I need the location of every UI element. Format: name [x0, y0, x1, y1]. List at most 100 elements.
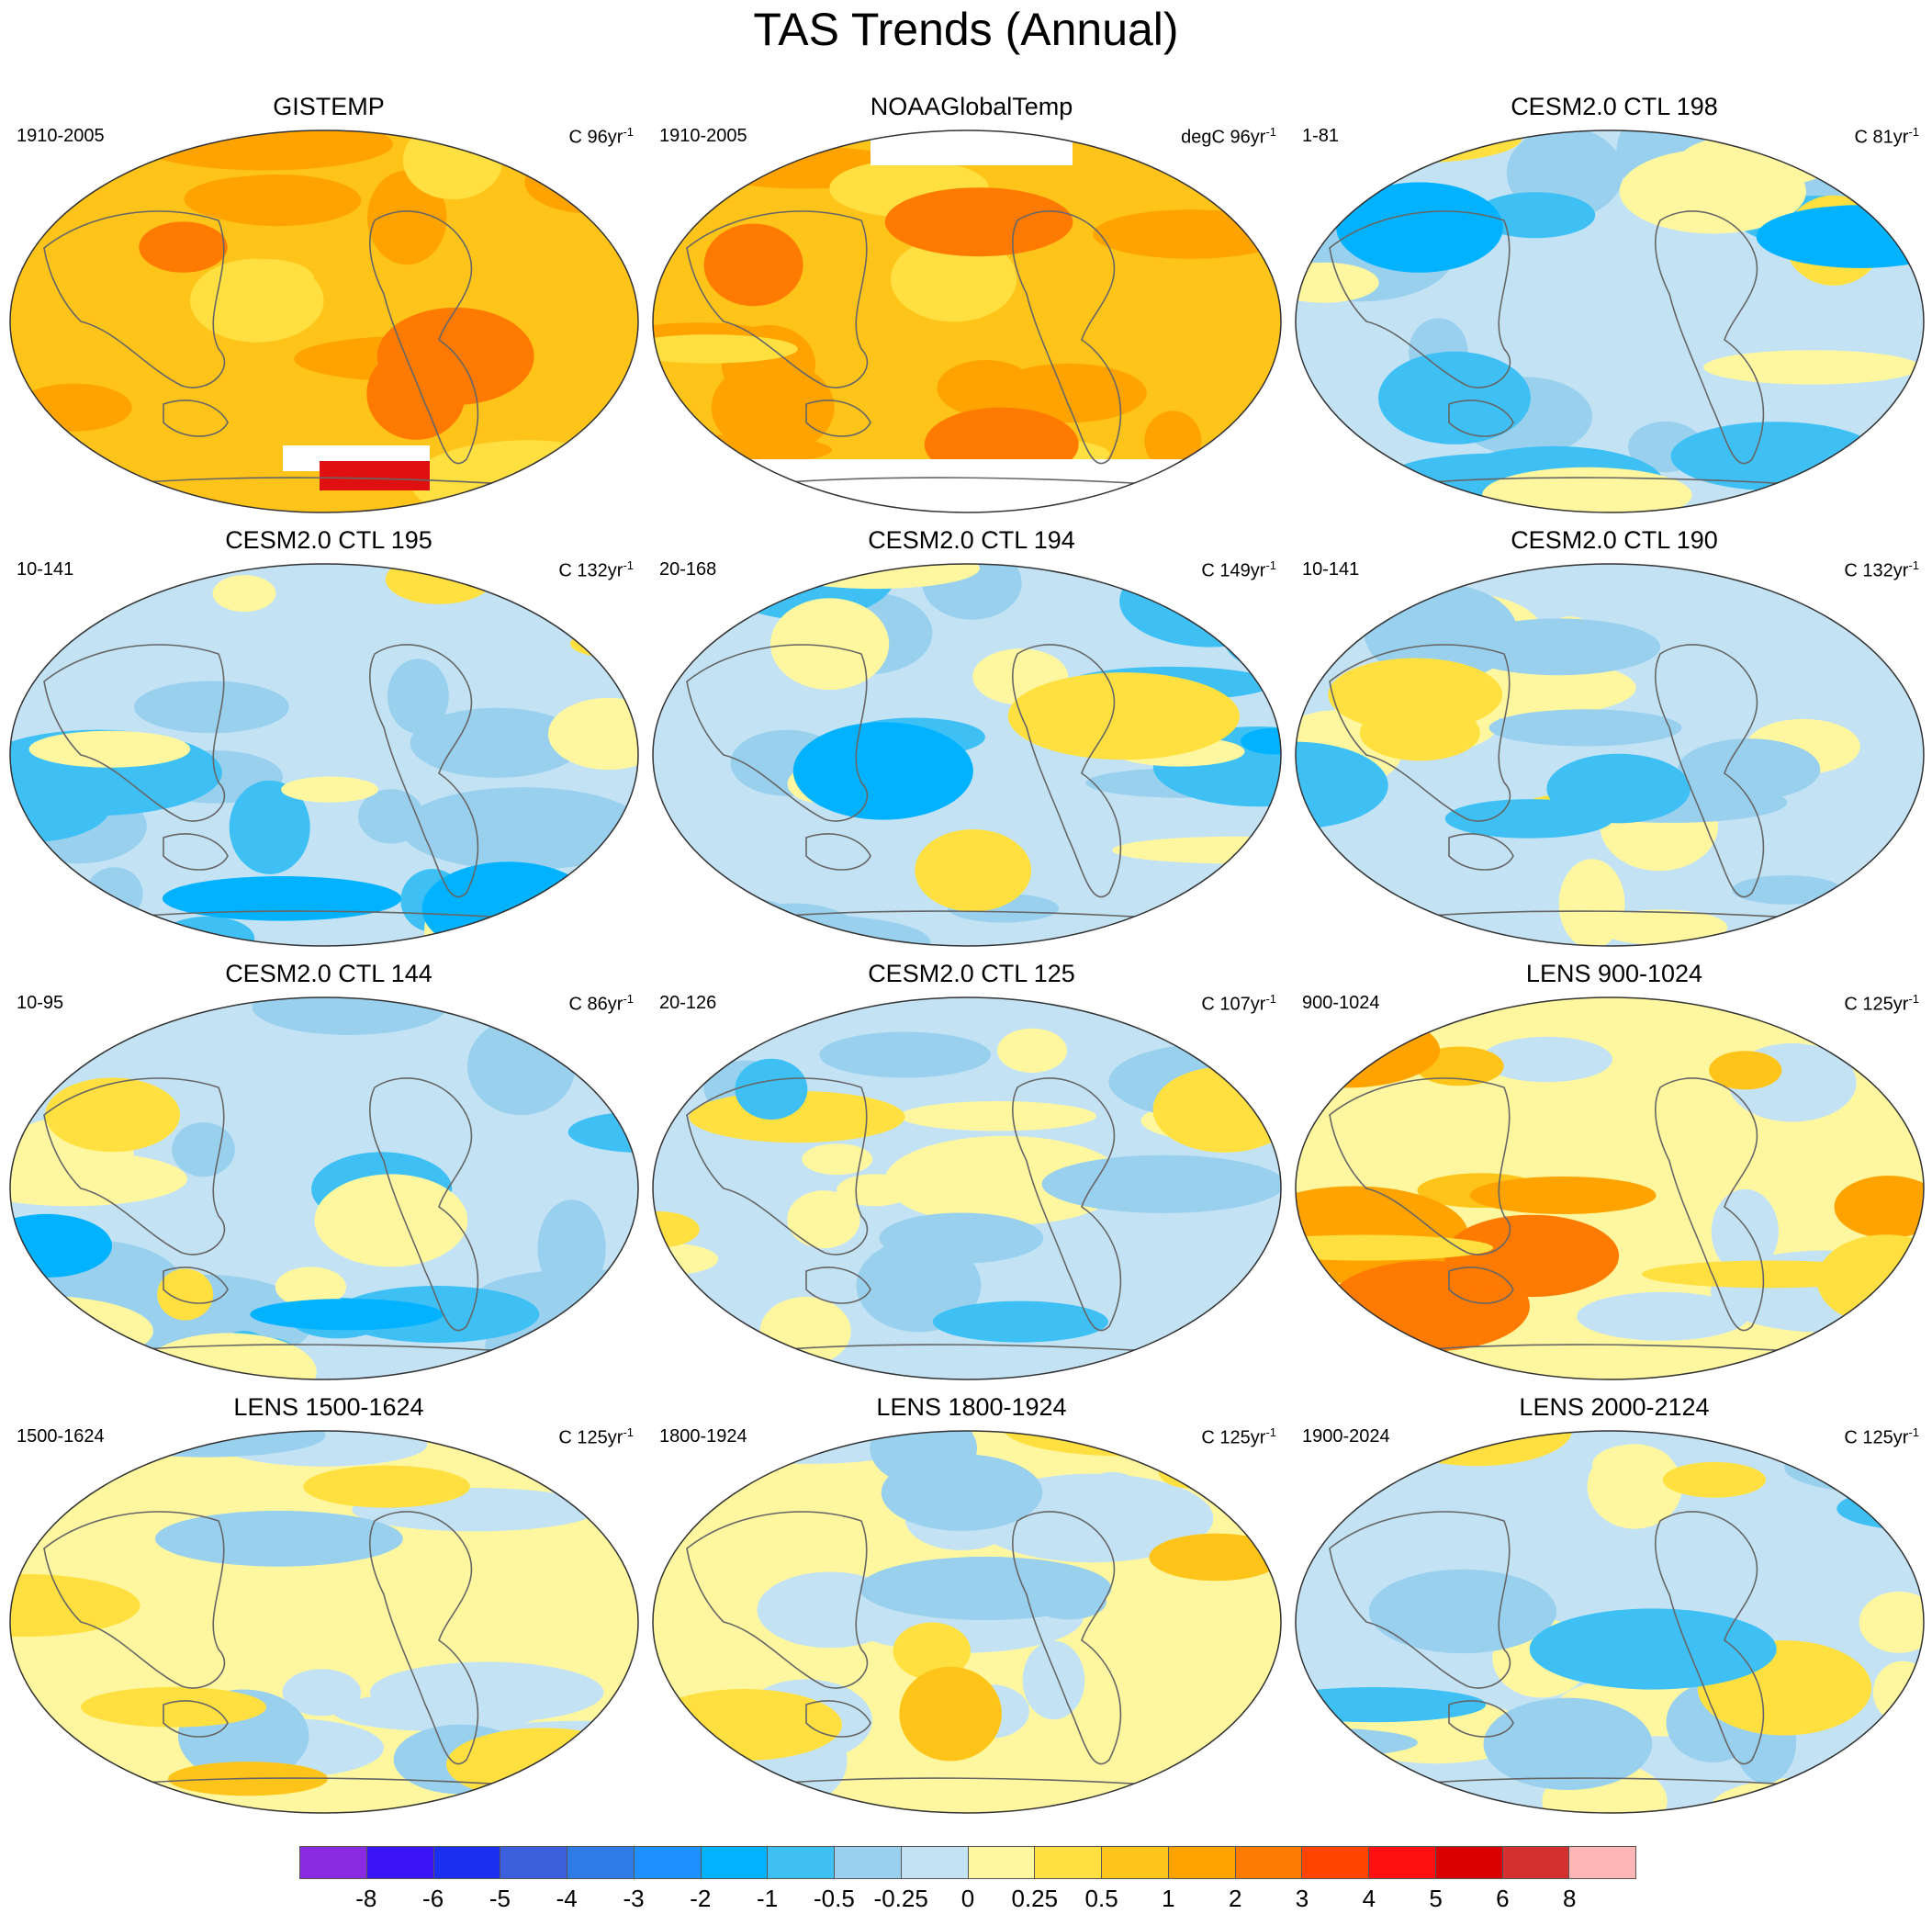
panel-year-range: 20-168 — [659, 559, 717, 580]
colorbar-label: -2 — [690, 1885, 712, 1912]
robinson-map — [650, 129, 1293, 514]
trend-contour — [1859, 1592, 1924, 1653]
colorbar-swatch — [1369, 1847, 1436, 1878]
colorbar-swatch — [1168, 1847, 1236, 1878]
panel-year-range: 10-95 — [17, 993, 64, 1013]
panel-units-text: C 107yr — [1201, 994, 1266, 1015]
panel-units-text: C 81yr — [1854, 127, 1909, 148]
panel-units-text: C 149yr — [1201, 560, 1266, 581]
panel-title: LENS 1500-1624 — [233, 1393, 424, 1421]
coastline — [43, 210, 522, 486]
map-outline — [9, 129, 639, 513]
trend-contour — [139, 221, 228, 273]
colorbar-swatch — [835, 1847, 902, 1878]
trend-contour — [275, 1267, 346, 1308]
trend-contour — [1158, 1454, 1221, 1489]
map-outline — [652, 563, 1282, 947]
trend-contour — [1546, 753, 1690, 824]
trend-contour — [16, 383, 132, 432]
trend-contour — [303, 1465, 470, 1508]
coastline — [686, 1511, 1165, 1786]
map-outline — [1295, 563, 1925, 947]
map-outline — [9, 1430, 639, 1814]
trend-contour — [314, 1174, 468, 1267]
panel-year-range: 1800-1924 — [659, 1426, 747, 1447]
coastline — [43, 644, 522, 919]
panel-title: LENS 900-1024 — [1525, 960, 1703, 987]
trend-contour — [367, 170, 447, 265]
map-panel: CESM2.0 CTL 195 10-141 C 132yr-1 — [7, 525, 650, 957]
trend-contour — [787, 1190, 860, 1249]
trend-contour — [212, 575, 276, 613]
map-panel: CESM2.0 CTL 125 20-126 C 107yr-1 — [650, 959, 1293, 1390]
trend-contour — [1144, 411, 1202, 471]
colorbar-swatch — [1569, 1847, 1635, 1878]
colorbar-label: 1 — [1162, 1885, 1175, 1912]
panel-title: CESM2.0 CTL 125 — [868, 960, 1075, 987]
trend-contour — [28, 730, 191, 768]
trend-contour — [601, 1775, 638, 1813]
trend-contour — [1296, 1758, 1380, 1793]
coastline — [686, 210, 1165, 486]
trend-contour — [997, 1028, 1067, 1073]
coastline — [1329, 1077, 1808, 1353]
panel-units: C 125yr-1 — [1844, 1422, 1919, 1449]
trend-contour — [1662, 1461, 1766, 1498]
panel-units: C 149yr-1 — [1201, 555, 1276, 582]
trend-contour — [884, 1135, 1125, 1226]
trend-contour — [1709, 1051, 1782, 1090]
trend-contour — [1469, 1177, 1657, 1214]
trend-contour — [891, 236, 1017, 322]
colorbar-swatch — [768, 1847, 835, 1878]
map-panel: CESM2.0 CTL 198 1-81 C 81yr-1 — [1293, 92, 1932, 524]
trend-contour — [216, 259, 314, 298]
trend-contour — [1483, 1697, 1653, 1790]
colorbar-label: 4 — [1362, 1885, 1376, 1912]
panel-units-exponent: -1 — [623, 1425, 634, 1439]
trend-contour — [410, 707, 583, 778]
trend-contour — [1359, 704, 1480, 761]
panel-units: C 132yr-1 — [1844, 555, 1919, 582]
trend-contour — [547, 697, 638, 771]
panel-title: GISTEMP — [273, 93, 385, 120]
coastline — [43, 1511, 522, 1786]
trend-contour — [932, 1300, 1108, 1343]
trend-contour — [1558, 859, 1625, 946]
trend-contour — [229, 780, 310, 874]
colorbar-label: -4 — [556, 1885, 578, 1912]
trend-contour — [524, 151, 638, 214]
trend-contour — [1480, 1036, 1612, 1083]
trend-contour — [735, 1058, 808, 1120]
trend-contour — [792, 722, 973, 820]
colorbar-label: 0.25 — [1011, 1885, 1059, 1912]
robinson-map — [1293, 562, 1932, 948]
colorbar-label: 8 — [1562, 1885, 1577, 1912]
panel-year-range: 10-141 — [17, 559, 74, 580]
trend-contour — [45, 1777, 120, 1813]
trend-contour — [1488, 709, 1682, 747]
panel-units-text: C 86yr — [568, 994, 623, 1015]
colorbar-swatch — [968, 1847, 1036, 1878]
panel-year-range: 1500-1624 — [17, 1426, 105, 1447]
trend-contour — [155, 1510, 403, 1567]
panel-year-range: 1910-2005 — [659, 126, 747, 146]
map-panel: CESM2.0 CTL 144 10-95 C 86yr-1 — [7, 959, 650, 1390]
trend-contour — [10, 1455, 46, 1510]
trend-contour — [194, 175, 362, 227]
map-panel: NOAAGlobalTemp 1910-2005 degC 96yr-1 — [650, 92, 1293, 524]
map-outline — [1295, 1430, 1925, 1814]
colorbar-label: -6 — [422, 1885, 444, 1912]
colorbar-labels: -8 -6 -5 -4 -3 -2 -1 -0.5 -0.25 0 0.25 0.5 1 2 3 4 5 6 8 — [299, 1885, 1636, 1912]
trend-contour — [1112, 836, 1281, 864]
panel-units-exponent: -1 — [623, 558, 634, 572]
coastline — [1329, 644, 1808, 919]
trend-contour — [653, 334, 798, 364]
trend-contour — [653, 1350, 766, 1379]
trend-contour — [1641, 1260, 1898, 1289]
robinson-map — [7, 562, 650, 948]
missing-data-mask — [871, 130, 1073, 165]
trend-contour — [1378, 351, 1531, 445]
colorbar-swatch — [567, 1847, 635, 1878]
trend-contour — [1336, 182, 1503, 273]
colorbar-label: -3 — [623, 1885, 645, 1912]
